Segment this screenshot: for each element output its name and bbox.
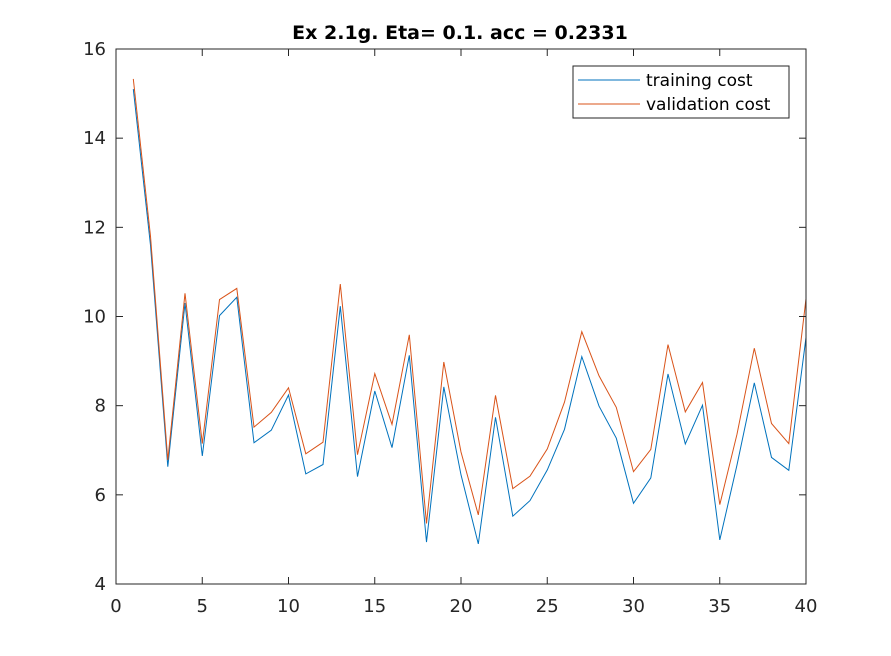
series-layer (132, 78, 807, 545)
x-tick-label: 0 (110, 596, 121, 617)
x-tick-label: 20 (450, 596, 473, 617)
chart-title: Ex 2.1g. Eta= 0.1. acc = 0.2331 (292, 22, 628, 44)
y-tick-label: 8 (95, 396, 106, 417)
legend-label-validation-cost: validation cost (646, 95, 771, 115)
y-tick-label: 6 (95, 485, 106, 506)
x-tick-label: 15 (363, 596, 386, 617)
plot-box (115, 48, 807, 585)
legend-label-training-cost: training cost (646, 71, 753, 91)
y-tick-label: 10 (83, 307, 106, 328)
x-tick-label: 35 (708, 596, 731, 617)
series-line-validation-cost (132, 78, 807, 524)
y-tick-label: 12 (83, 217, 106, 238)
legend: training cost validation cost (572, 65, 790, 119)
x-tick-label: 25 (536, 596, 559, 617)
y-tick-label: 16 (83, 39, 106, 60)
x-tick-label: 5 (197, 596, 208, 617)
legend-box (572, 65, 790, 119)
y-tick-label: 4 (95, 574, 106, 595)
axes-layer: 0 5 10 15 20 25 30 35 40 4 6 8 10 12 14 16 (83, 39, 817, 617)
x-tick-label: 10 (277, 596, 300, 617)
y-tick-label: 14 (83, 128, 106, 149)
x-tick-label: 30 (622, 596, 645, 617)
series-line-training-cost (132, 89, 807, 545)
x-tick-label: 40 (795, 596, 818, 617)
plot-area (116, 49, 806, 584)
